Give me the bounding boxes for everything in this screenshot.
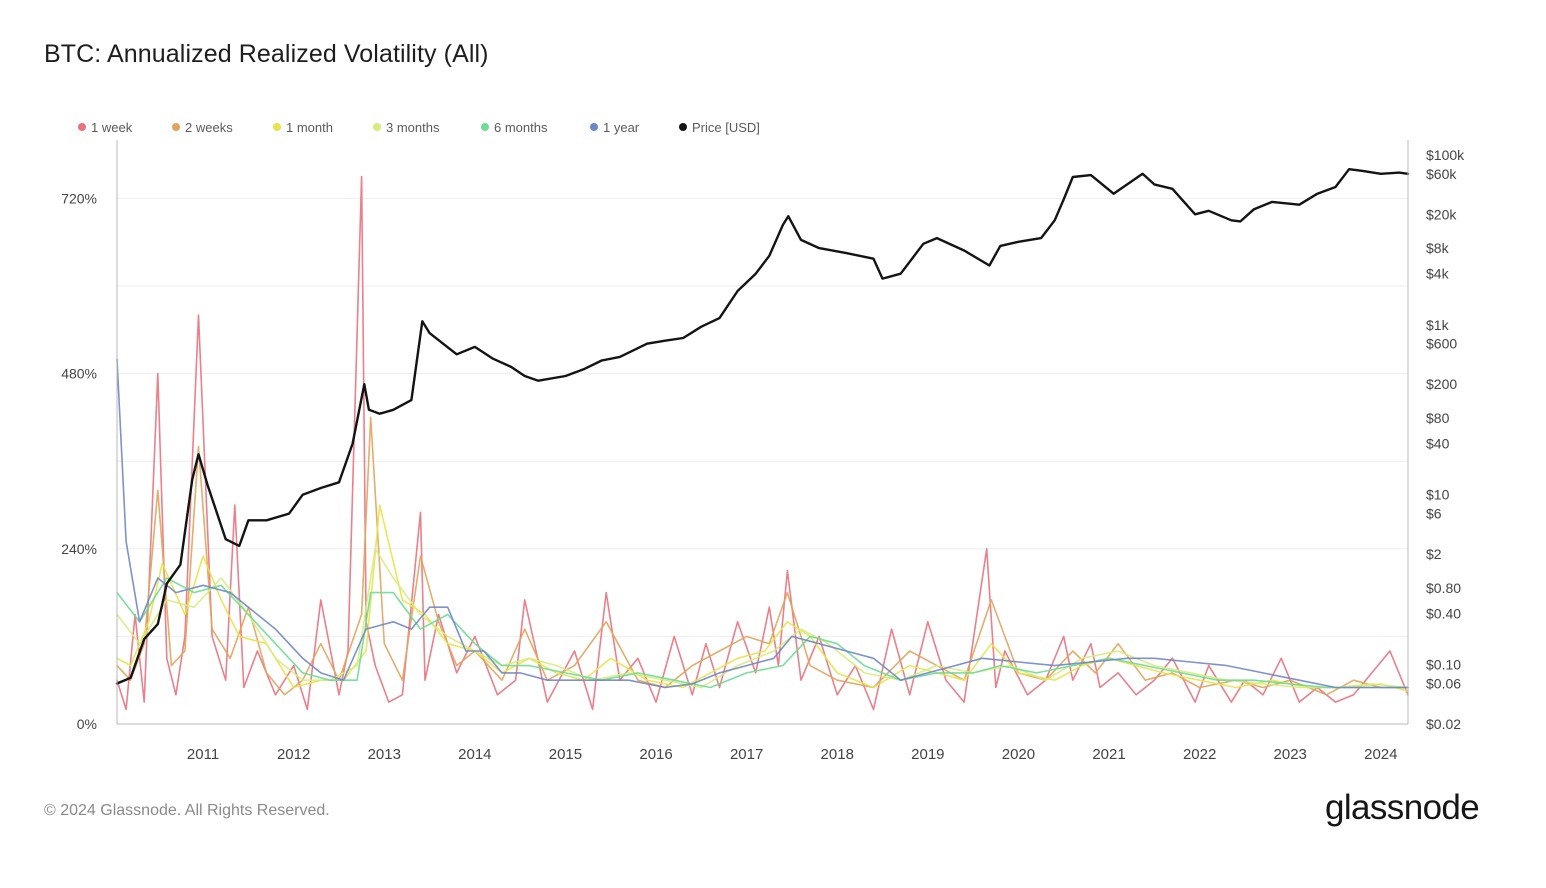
x-tick-label: 2016 bbox=[639, 746, 672, 763]
x-tick-label: 2023 bbox=[1274, 746, 1307, 763]
y-right-tick-label: $0.40 bbox=[1426, 605, 1461, 621]
series-line-price-usd bbox=[115, 167, 1410, 685]
legend-item-price-usd[interactable]: Price [USD] bbox=[679, 120, 779, 135]
series-line-2-weeks bbox=[116, 416, 1409, 696]
series-line-1-year bbox=[116, 358, 1409, 689]
y-right-tick-label: $20k bbox=[1426, 206, 1457, 222]
legend-item-1-week[interactable]: 1 week bbox=[78, 120, 172, 135]
legend-label: Price [USD] bbox=[692, 119, 760, 135]
legend-dot-icon bbox=[78, 123, 86, 131]
series-line-3-months bbox=[116, 547, 1409, 689]
x-tick-label: 2021 bbox=[1092, 746, 1125, 763]
legend-label: 6 months bbox=[494, 119, 548, 135]
legend-dot-icon bbox=[273, 123, 281, 131]
series-line-1-week bbox=[116, 175, 1409, 711]
legend-label: 2 weeks bbox=[185, 119, 233, 135]
y-right-tick-label: $600 bbox=[1426, 336, 1457, 352]
x-tick-label: 2022 bbox=[1183, 746, 1216, 763]
y-right-tick-label: $6 bbox=[1426, 506, 1442, 522]
legend-label: 1 week bbox=[91, 119, 133, 135]
copyright-text: © 2024 Glassnode. All Rights Reserved. bbox=[44, 802, 330, 819]
series-line-6-months bbox=[116, 577, 1409, 689]
chart-legend: 1 week 2 weeks 1 month 3 months 6 months… bbox=[78, 118, 779, 136]
y-right-tick-label: $40 bbox=[1426, 436, 1450, 452]
y-right-tick-label: $0.10 bbox=[1426, 657, 1461, 673]
y-right-tick-label: $1k bbox=[1426, 317, 1450, 333]
legend-dot-icon bbox=[373, 123, 381, 131]
y-right-tick-label: $0.02 bbox=[1426, 716, 1461, 732]
x-tick-label: 2014 bbox=[458, 746, 491, 763]
x-tick-label: 2020 bbox=[1002, 746, 1035, 763]
legend-item-2-weeks[interactable]: 2 weeks bbox=[172, 120, 273, 135]
legend-item-6-months[interactable]: 6 months bbox=[481, 120, 590, 135]
x-tick-label: 2024 bbox=[1364, 746, 1397, 763]
y-right-tick-label: $0.80 bbox=[1426, 580, 1461, 596]
x-tick-label: 2011 bbox=[187, 746, 219, 763]
legend-dot-icon bbox=[481, 123, 489, 131]
y-right-tick-label: $8k bbox=[1426, 240, 1450, 256]
y-left-tick-label: 0% bbox=[77, 716, 97, 732]
y-left-tick-label: 480% bbox=[61, 366, 97, 382]
legend-label: 1 year bbox=[603, 119, 640, 135]
series-lines bbox=[115, 167, 1410, 711]
legend-item-1-month[interactable]: 1 month bbox=[273, 120, 373, 135]
legend-dot-icon bbox=[590, 123, 598, 131]
legend-dot-icon bbox=[172, 123, 180, 131]
y-right-tick-label: $4k bbox=[1426, 266, 1450, 282]
y-right-tick-label: $200 bbox=[1426, 376, 1457, 392]
y-right-tick-label: $60k bbox=[1426, 166, 1457, 182]
y-right-tick-label: $100k bbox=[1426, 147, 1465, 163]
x-tick-label: 2019 bbox=[911, 746, 944, 763]
y-left-tick-label: 720% bbox=[61, 190, 97, 206]
x-tick-label: 2018 bbox=[821, 746, 854, 763]
y-right-tick-label: $0.06 bbox=[1426, 675, 1461, 691]
x-tick-label: 2013 bbox=[368, 746, 401, 763]
legend-label: 3 months bbox=[386, 119, 440, 135]
x-tick-label: 2015 bbox=[549, 746, 582, 763]
y-right-tick-label: $2 bbox=[1426, 546, 1442, 562]
legend-item-3-months[interactable]: 3 months bbox=[373, 120, 481, 135]
y-left-tick-label: 240% bbox=[61, 541, 97, 557]
legend-dot-icon bbox=[679, 123, 687, 131]
brand-logo: glassnode bbox=[1325, 788, 1480, 827]
x-tick-label: 2017 bbox=[730, 746, 763, 763]
chart-title: BTC: Annualized Realized Volatility (All… bbox=[44, 40, 489, 68]
x-tick-label: 2012 bbox=[277, 746, 310, 763]
y-right-tick-label: $80 bbox=[1426, 410, 1450, 426]
legend-label: 1 month bbox=[286, 119, 333, 135]
y-right-tick-label: $10 bbox=[1426, 487, 1450, 503]
axes: 0% 240% 480% 720% $100k $60k $20k $8k $4k $1k $600… bbox=[61, 140, 1465, 763]
legend-item-1-year[interactable]: 1 year bbox=[590, 120, 679, 135]
gridlines bbox=[117, 197, 1408, 725]
